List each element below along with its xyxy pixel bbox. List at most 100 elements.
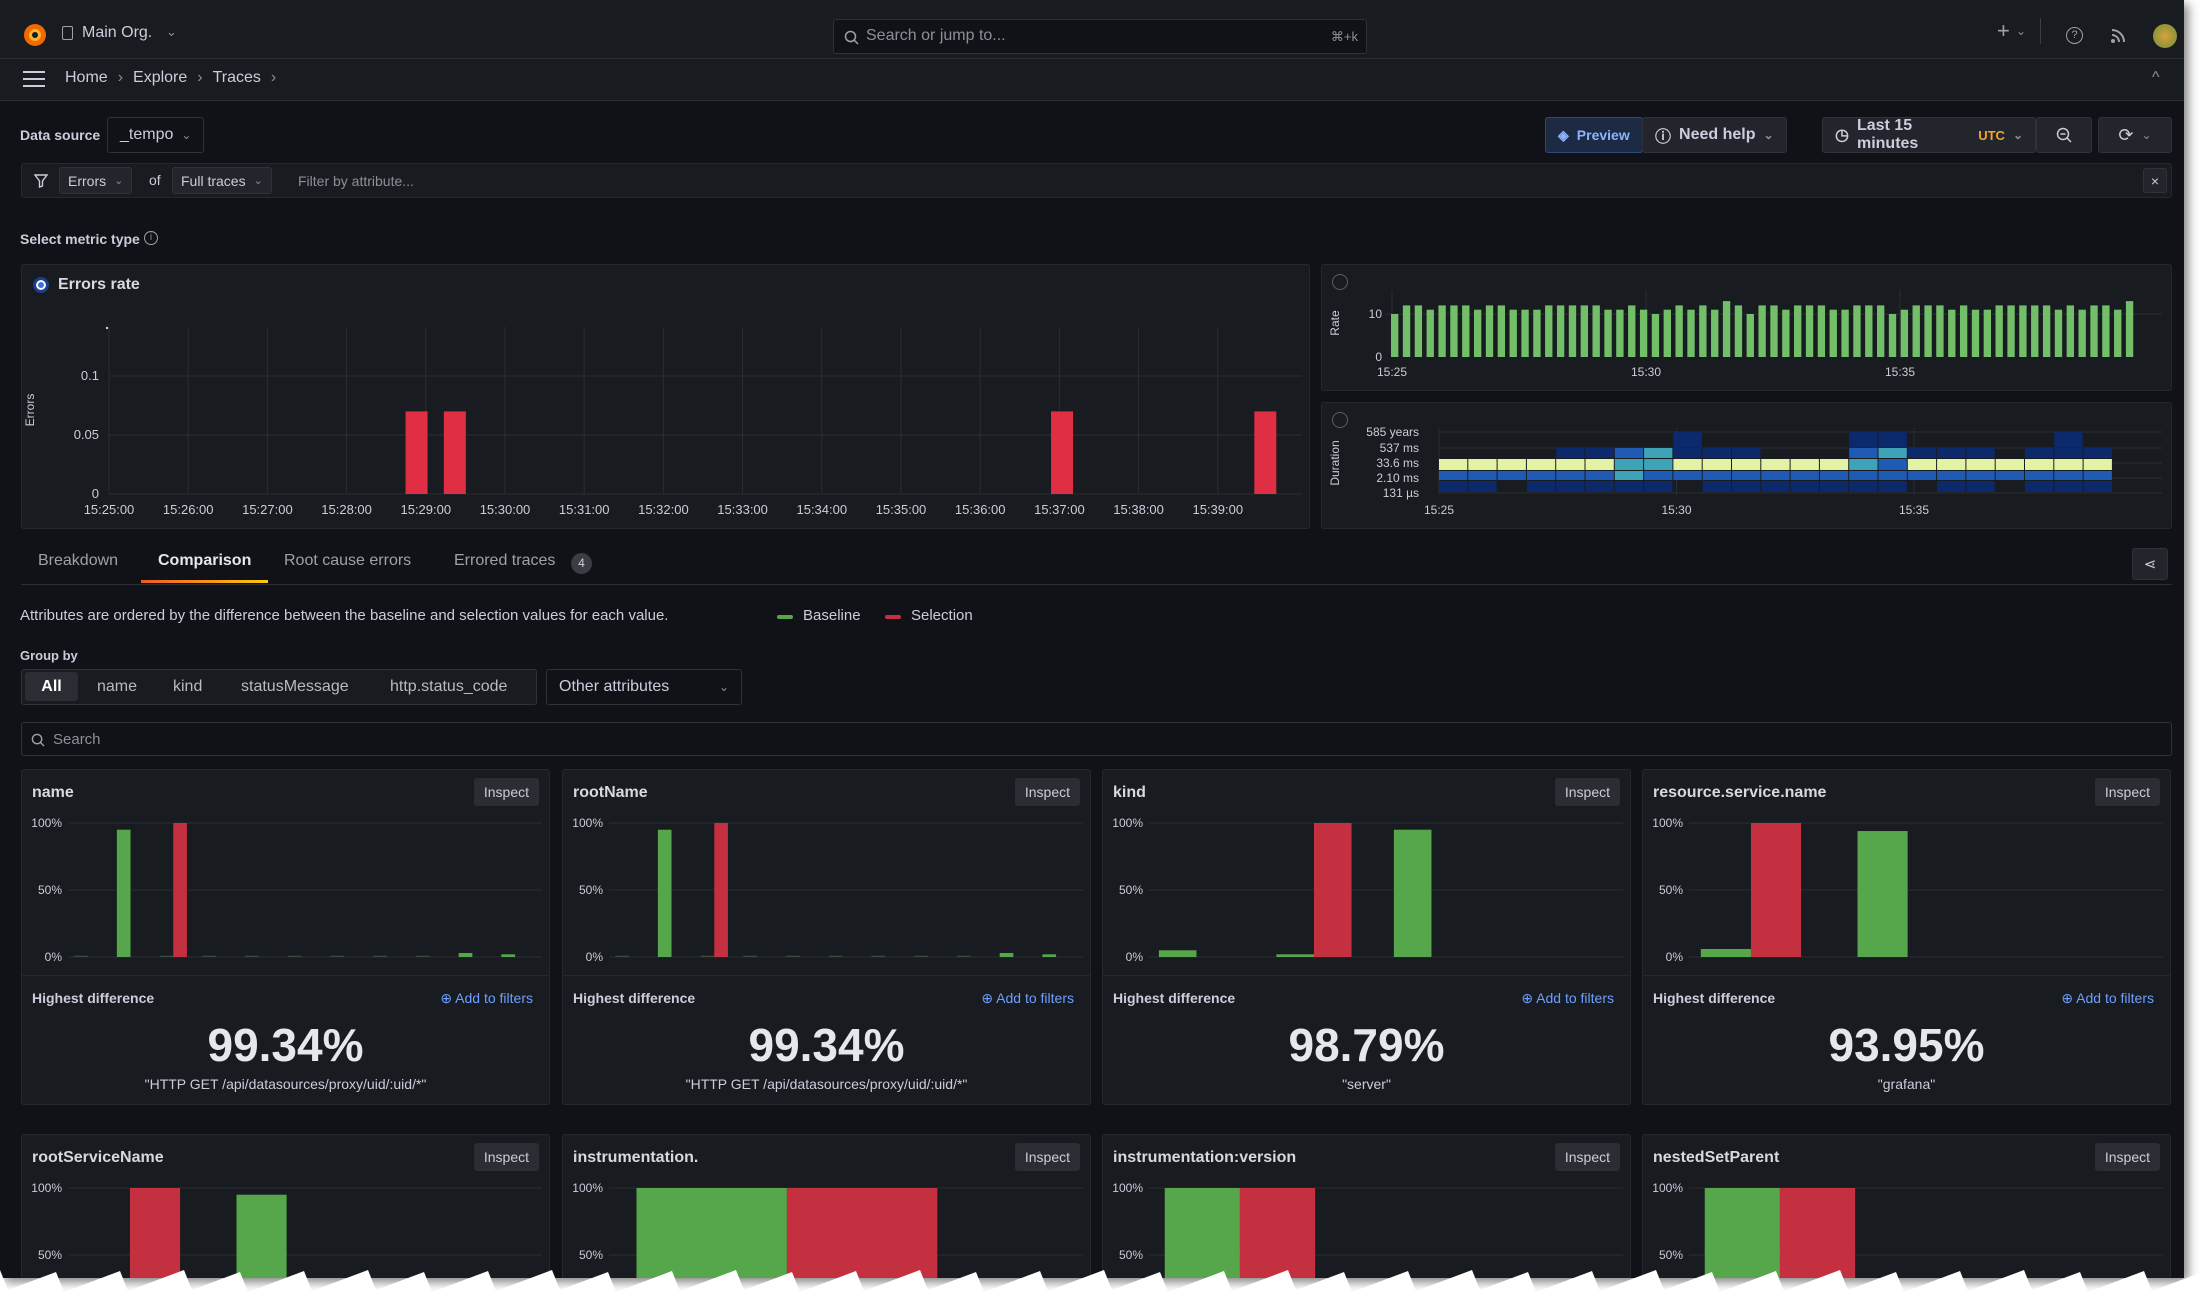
radio-selected-icon[interactable]: [33, 277, 49, 293]
time-range-picker[interactable]: ◷ Last 15 minutes UTC ⌄: [1822, 117, 2036, 153]
rate-bar: [1639, 309, 1648, 357]
zoom-out-button[interactable]: [2036, 117, 2092, 153]
chevron-down-icon[interactable]: ⌄: [2016, 24, 2027, 38]
add-to-filters-link[interactable]: ⊕ Add to filters: [2061, 990, 2154, 1007]
errors-rate-panel[interactable]: Errors rate 15:25:00 15:26:00 15:27:00 15:2…: [21, 264, 1310, 529]
heatmap-cell: [1849, 459, 1878, 470]
tab-breakdown[interactable]: Breakdown: [38, 552, 119, 569]
org-switcher[interactable]: Main Org.: [82, 24, 153, 41]
breadcrumb-explore[interactable]: Explore: [133, 69, 188, 86]
chevron-down-icon[interactable]: ⌄: [2141, 128, 2152, 142]
help-icon[interactable]: ?: [2066, 27, 2083, 44]
comparison-chart[interactable]: 100%50%0%: [1103, 1135, 1630, 1278]
comparison-chart[interactable]: 100%50%0%: [1643, 1135, 2170, 1278]
breadcrumb-home[interactable]: Home: [65, 69, 108, 86]
filter-attribute-input[interactable]: Filter by attribute...: [298, 173, 414, 189]
rate-panel[interactable]: 0 10 15:25 15:30 15:35 Rate: [1321, 264, 2172, 391]
inspect-button[interactable]: Inspect: [1554, 778, 1620, 806]
duration-panel[interactable]: 585 years 537 ms 33.6 ms 2.10 ms 131 µs 15:25…: [1321, 402, 2172, 529]
chevron-right-icon: ›: [197, 69, 203, 86]
group-by-http-status-code[interactable]: http.status_code: [390, 677, 508, 695]
heatmap-cell: [1761, 459, 1790, 470]
comparison-chart[interactable]: 100%50%0%: [1643, 770, 2170, 970]
grafana-logo-icon[interactable]: [22, 22, 48, 48]
other-attributes-select[interactable]: Other attributes ⌄: [546, 669, 742, 705]
need-help-button[interactable]: ⓘ Need help ⌄: [1642, 117, 1787, 153]
group-by-kind[interactable]: kind: [173, 677, 203, 695]
group-by-statusmessage[interactable]: statusMessage: [241, 677, 349, 695]
search-icon: [844, 30, 859, 45]
attribute-search-input[interactable]: Search: [21, 722, 2172, 756]
errors-chart[interactable]: 15:25:00 15:26:00 15:27:00 15:28:00 15:29:00…: [22, 265, 1311, 530]
inspect-button[interactable]: Inspect: [2094, 1143, 2160, 1171]
baseline-bar: [116, 829, 131, 957]
rate-chart[interactable]: 0 10 15:25 15:30 15:35 Rate: [1322, 265, 2173, 392]
comparison-chart[interactable]: 100%50%0%: [563, 1135, 1090, 1278]
radio-icon[interactable]: [1332, 412, 1348, 428]
inspect-button[interactable]: Inspect: [1014, 1143, 1080, 1171]
collapse-icon[interactable]: ^: [2152, 69, 2160, 86]
news-icon[interactable]: [2110, 28, 2126, 44]
search-input[interactable]: Search or jump to... ⌘+k: [833, 19, 1367, 54]
inspect-button[interactable]: Inspect: [2094, 778, 2160, 806]
inspect-button[interactable]: Inspect: [473, 778, 539, 806]
attribute-card: 100%50%0%instrumentation. Inspect: [562, 1134, 1091, 1278]
preview-button[interactable]: ◈ Preview: [1545, 117, 1643, 153]
inspect-button[interactable]: Inspect: [1554, 1143, 1620, 1171]
heatmap-cell: [1878, 432, 1907, 447]
timezone-label: UTC: [1978, 127, 2005, 143]
group-by-label: Group by: [20, 648, 78, 663]
x-tick-label: 15:25: [1377, 365, 1407, 379]
y-tick-label: 0: [92, 486, 99, 501]
add-to-filters-link[interactable]: ⊕ Add to filters: [1521, 990, 1614, 1007]
rate-bar: [1734, 305, 1743, 357]
heatmap-cell: [1937, 481, 1966, 492]
card-divider: [1103, 975, 1630, 976]
inspect-button[interactable]: Inspect: [473, 1143, 539, 1171]
metric-value: Errors: [68, 172, 107, 189]
heatmap-cell: [1878, 459, 1907, 470]
avatar[interactable]: [2153, 24, 2177, 48]
scope-select[interactable]: Full traces ⌄: [172, 167, 272, 194]
baseline-bar: [458, 952, 473, 957]
y-tick-label: 100%: [31, 816, 62, 830]
radio-icon[interactable]: [1332, 274, 1348, 290]
y-tick-label: 100%: [31, 1181, 62, 1195]
comparison-chart[interactable]: 100%50%0%: [1103, 770, 1630, 970]
errors-rate-option[interactable]: Errors rate: [58, 276, 140, 293]
comparison-chart[interactable]: 100%50%0%: [563, 770, 1090, 970]
info-icon[interactable]: i: [144, 231, 158, 245]
refresh-button[interactable]: ⟳ ⌄: [2098, 117, 2172, 153]
share-button[interactable]: ⋖: [2132, 548, 2168, 580]
highest-difference-value: 93.95%: [1828, 1019, 1985, 1071]
comparison-chart[interactable]: 100%50%0%: [22, 770, 549, 970]
y-tick-label: 33.6 ms: [1376, 456, 1419, 470]
rate-bar: [2125, 301, 2134, 357]
breadcrumb-traces[interactable]: Traces: [212, 69, 261, 86]
comparison-chart[interactable]: 100%50%0%: [22, 1135, 549, 1278]
rate-bar: [1711, 309, 1719, 357]
x-tick-label: 15:38:00: [1113, 502, 1164, 517]
inspect-button[interactable]: Inspect: [1014, 778, 1080, 806]
group-by-name[interactable]: name: [97, 677, 138, 695]
metric-select[interactable]: Errors ⌄: [59, 167, 133, 194]
clear-filter-button[interactable]: ×: [2143, 168, 2167, 193]
rate-bar: [1912, 305, 1920, 357]
datasource-picker[interactable]: _tempo ⌄: [107, 117, 205, 153]
group-by-all[interactable]: All: [25, 672, 78, 701]
add-to-filters-link[interactable]: ⊕ Add to filters: [440, 990, 533, 1007]
y-tick-label: 585 years: [1366, 425, 1419, 439]
menu-icon[interactable]: [23, 71, 45, 87]
rate-bar: [1426, 309, 1434, 357]
tab-root-cause-errors[interactable]: Root cause errors: [284, 552, 412, 569]
tab-errored-traces[interactable]: Errored traces: [454, 552, 556, 569]
heatmap-cell: [1937, 448, 1966, 458]
chevron-down-icon[interactable]: ⌄: [166, 24, 177, 39]
heatmap-cell: [1585, 448, 1614, 458]
plus-icon[interactable]: +: [1997, 18, 2010, 43]
x-tick-label: 15:30: [1661, 503, 1691, 517]
tab-comparison[interactable]: Comparison: [158, 552, 252, 569]
card-divider: [1643, 975, 2170, 976]
add-to-filters-link[interactable]: ⊕ Add to filters: [981, 990, 1074, 1007]
